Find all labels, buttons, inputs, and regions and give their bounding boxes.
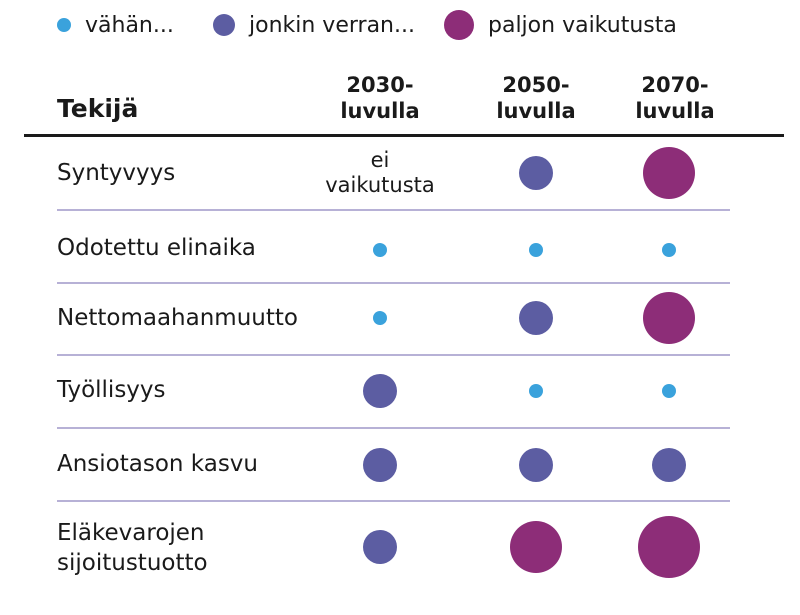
column-header-2050-line1: 2050-	[502, 73, 570, 97]
impact-cell	[315, 512, 445, 582]
large-impact-dot-icon	[643, 147, 695, 199]
impact-cell	[315, 215, 445, 285]
legend-item-small: vähän...	[57, 10, 174, 40]
column-header-2070: 2070- luvulla	[620, 72, 730, 124]
impact-cell	[604, 283, 734, 353]
row-divider	[57, 282, 730, 284]
header-divider	[24, 134, 784, 137]
small-impact-dot-icon	[373, 243, 387, 257]
impact-cell	[471, 512, 601, 582]
column-header-2050: 2050- luvulla	[481, 72, 591, 124]
small-impact-dot-icon	[57, 18, 71, 32]
medium-impact-dot-icon	[363, 448, 397, 482]
row-divider	[57, 209, 730, 211]
impact-cell	[471, 356, 601, 426]
column-header-2030-line2: luvulla	[340, 99, 420, 123]
large-impact-dot-icon	[444, 10, 474, 40]
impact-cell	[471, 430, 601, 500]
column-header-2070-line1: 2070-	[641, 73, 709, 97]
impact-cell: ei vaikutusta	[315, 138, 445, 208]
impact-cell	[604, 215, 734, 285]
large-impact-dot-icon	[643, 292, 695, 344]
column-header-2070-line2: luvulla	[635, 99, 715, 123]
impact-cell	[315, 356, 445, 426]
small-impact-dot-icon	[529, 243, 543, 257]
row-divider	[57, 500, 730, 502]
medium-impact-dot-icon	[519, 156, 553, 190]
impact-cell	[604, 512, 734, 582]
impact-cell	[315, 430, 445, 500]
row-divider	[57, 427, 730, 429]
medium-impact-dot-icon	[519, 448, 553, 482]
large-impact-dot-icon	[510, 521, 562, 573]
small-impact-dot-icon	[373, 311, 387, 325]
legend-label-large: paljon vaikutusta	[488, 12, 677, 38]
column-header-factor: Tekijä	[57, 94, 139, 123]
row-label: Työllisyys	[57, 377, 166, 403]
impact-cell	[604, 430, 734, 500]
impact-cell	[471, 138, 601, 208]
row-label: Odotettu elinaika	[57, 235, 256, 261]
small-impact-dot-icon	[662, 384, 676, 398]
no-impact-text: ei vaikutusta	[325, 148, 435, 197]
medium-impact-dot-icon	[213, 14, 235, 36]
impact-cell	[604, 356, 734, 426]
medium-impact-dot-icon	[652, 448, 686, 482]
row-label: Ansiotason kasvu	[57, 451, 258, 477]
medium-impact-dot-icon	[363, 530, 397, 564]
impact-cell	[604, 138, 734, 208]
row-divider	[57, 354, 730, 356]
row-label: Syntyvyys	[57, 160, 176, 186]
column-header-2030: 2030- luvulla	[325, 72, 435, 124]
legend-label-small: vähän...	[85, 12, 174, 38]
row-label: Nettomaahanmuutto	[57, 305, 298, 331]
small-impact-dot-icon	[662, 243, 676, 257]
column-header-2050-line2: luvulla	[496, 99, 576, 123]
small-impact-dot-icon	[529, 384, 543, 398]
legend-label-medium: jonkin verran...	[249, 12, 415, 38]
column-header-2030-line1: 2030-	[346, 73, 414, 97]
legend-item-large: paljon vaikutusta	[444, 10, 677, 40]
impact-cell	[471, 283, 601, 353]
impact-cell	[315, 283, 445, 353]
legend: vähän... jonkin verran... paljon vaikutu…	[0, 0, 800, 50]
medium-impact-dot-icon	[363, 374, 397, 408]
medium-impact-dot-icon	[519, 301, 553, 335]
xlarge-impact-dot-icon	[638, 516, 700, 578]
row-label: Eläkevarojen sijoitustuotto	[57, 520, 208, 576]
legend-item-medium: jonkin verran...	[213, 10, 415, 40]
impact-cell	[471, 215, 601, 285]
